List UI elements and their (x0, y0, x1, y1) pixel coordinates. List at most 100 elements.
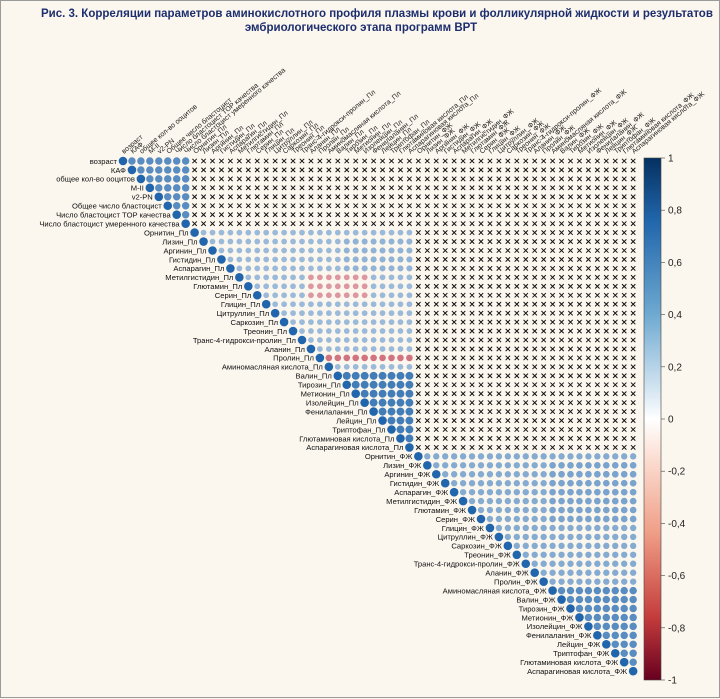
row-label: Транс-4-гидрокси-пролин_ФЖ (414, 560, 520, 569)
nonsignificant-cross-mark (433, 194, 439, 200)
nonsignificant-cross-mark (594, 319, 600, 325)
nonsignificant-cross-mark (496, 176, 502, 182)
nonsignificant-cross-mark (585, 221, 591, 227)
nonsignificant-cross-mark (603, 409, 609, 415)
nonsignificant-cross-mark (290, 158, 296, 164)
colorbar-tick-label: 0,2 (668, 362, 682, 373)
correlation-circle (611, 479, 619, 487)
nonsignificant-cross-mark (451, 256, 457, 263)
nonsignificant-cross-mark (388, 167, 395, 173)
nonsignificant-cross-mark (451, 238, 457, 245)
nonsignificant-cross-mark (192, 221, 198, 227)
nonsignificant-cross-mark (469, 203, 475, 209)
correlation-circle (208, 246, 217, 255)
nonsignificant-cross-mark (603, 328, 609, 334)
nonsignificant-cross-mark (594, 212, 600, 218)
nonsignificant-cross-mark (236, 194, 242, 200)
row-label: Аланин_Пл (264, 345, 304, 354)
correlation-circle (477, 497, 485, 505)
row-label: Аргинин_ФЖ (384, 470, 430, 479)
nonsignificant-cross-mark (281, 221, 287, 227)
nonsignificant-cross-mark (424, 292, 430, 298)
correlation-circle (576, 533, 583, 541)
correlation-circle (361, 256, 368, 263)
correlation-circle (548, 586, 557, 595)
nonsignificant-cross-mark (612, 176, 618, 182)
nonsignificant-cross-mark (541, 283, 547, 289)
nonsignificant-cross-mark (523, 176, 529, 182)
nonsignificant-cross-mark (532, 176, 538, 182)
nonsignificant-cross-mark (505, 283, 511, 289)
nonsignificant-cross-mark (612, 319, 618, 325)
nonsignificant-cross-mark (496, 328, 502, 334)
correlation-circle (387, 380, 396, 389)
nonsignificant-cross-mark (227, 194, 233, 200)
nonsignificant-cross-mark (496, 319, 502, 325)
correlation-circle (334, 337, 341, 343)
nonsignificant-cross-mark (263, 221, 269, 227)
correlation-circle (290, 301, 296, 308)
correlation-circle (406, 337, 413, 343)
nonsignificant-cross-mark (630, 337, 636, 343)
correlation-circle (370, 238, 377, 245)
correlation-circle (325, 265, 332, 272)
row-label: Аспарагин_Пл (173, 264, 224, 273)
nonsignificant-cross-mark (567, 391, 574, 397)
correlation-circle (405, 434, 414, 443)
nonsignificant-cross-mark (487, 426, 493, 433)
correlation-circle (549, 488, 556, 496)
correlation-circle (629, 515, 637, 523)
correlation-circle (172, 175, 181, 183)
nonsignificant-cross-mark (630, 274, 636, 280)
nonsignificant-cross-mark (550, 265, 556, 271)
correlation-circle (531, 497, 538, 505)
nonsignificant-cross-mark (523, 256, 529, 263)
nonsignificant-cross-mark (532, 382, 538, 388)
nonsignificant-cross-mark (505, 158, 511, 164)
correlation-circle (576, 524, 583, 532)
correlation-circle (594, 479, 601, 487)
nonsignificant-cross-mark (523, 247, 529, 254)
correlation-circle (611, 506, 619, 514)
nonsignificant-cross-mark (460, 158, 466, 164)
correlation-circle (513, 480, 520, 487)
correlation-circle (343, 310, 350, 317)
nonsignificant-cross-mark (603, 355, 609, 361)
nonsignificant-cross-mark (335, 212, 341, 218)
correlation-circle (602, 613, 611, 622)
nonsignificant-cross-mark (514, 265, 520, 271)
nonsignificant-cross-mark (594, 176, 600, 182)
nonsignificant-cross-mark (478, 265, 484, 271)
nonsignificant-cross-mark (558, 265, 565, 271)
nonsignificant-cross-mark (630, 292, 636, 298)
nonsignificant-cross-mark (442, 185, 448, 191)
nonsignificant-cross-mark (388, 185, 395, 191)
nonsignificant-cross-mark (550, 301, 556, 307)
nonsignificant-cross-mark (415, 221, 421, 227)
nonsignificant-cross-mark (585, 400, 591, 406)
nonsignificant-cross-mark (630, 176, 636, 182)
correlation-circle (621, 524, 628, 532)
nonsignificant-cross-mark (460, 337, 466, 343)
correlation-circle (585, 560, 592, 567)
nonsignificant-cross-mark (442, 292, 448, 298)
correlation-circle (361, 292, 368, 299)
correlation-circle (361, 319, 368, 325)
nonsignificant-cross-mark (388, 221, 395, 227)
nonsignificant-cross-mark (630, 203, 636, 209)
correlation-circle (308, 292, 314, 299)
nonsignificant-cross-mark (594, 426, 600, 433)
nonsignificant-cross-mark (478, 426, 484, 433)
correlation-circle (299, 238, 305, 245)
nonsignificant-cross-mark (603, 310, 609, 316)
correlation-circle (406, 229, 413, 236)
correlation-circle (423, 461, 432, 470)
nonsignificant-cross-mark (415, 238, 421, 245)
correlation-circle (263, 265, 270, 272)
nonsignificant-cross-mark (469, 158, 475, 164)
correlation-circle (397, 354, 404, 362)
nonsignificant-cross-mark (612, 265, 618, 271)
nonsignificant-cross-mark (621, 176, 627, 182)
correlation-circle (397, 301, 404, 308)
